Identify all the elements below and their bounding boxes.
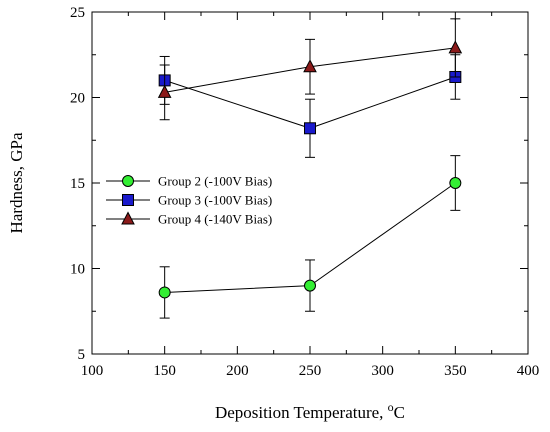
legend-marker [122, 194, 134, 206]
legend-marker [121, 211, 135, 225]
legend-item-1: Group 2 (-100V Bias) [106, 174, 272, 189]
axis-ticks: 100 150 200 250 300 350 400 5 10 15 20 25 [70, 5, 539, 379]
x-tick-label: 250 [299, 363, 322, 379]
legend-label: Group 3 (-100V Bias) [158, 193, 272, 208]
legend-item-2: Group 3 (-100V Bias) [106, 193, 272, 208]
x-tick-label: 150 [153, 363, 176, 379]
legend-marker [122, 175, 134, 187]
data-series [157, 18, 463, 319]
y-tick-label: 25 [70, 5, 85, 21]
data-point [448, 40, 463, 54]
series-1 [158, 155, 462, 319]
series-3 [157, 18, 463, 121]
data-point [157, 84, 172, 98]
x-axis-title: Deposition Temperature, oC [215, 400, 405, 422]
legend-item-3: Group 4 (-140V Bias) [106, 211, 272, 227]
legend-label: Group 2 (-100V Bias) [158, 174, 272, 189]
y-tick-label: 15 [70, 176, 85, 192]
y-tick-label: 5 [78, 347, 86, 363]
y-axis-title: Hardness, GPa [7, 132, 26, 233]
y-tick-label: 10 [70, 262, 85, 278]
x-tick-label: 400 [517, 363, 540, 379]
x-tick-label: 100 [81, 363, 104, 379]
data-point [304, 279, 316, 292]
x-tick-label: 300 [371, 363, 394, 379]
y-tick-label: 20 [70, 91, 85, 107]
data-point [158, 286, 171, 299]
data-point [303, 59, 317, 73]
legend: Group 2 (-100V Bias) Group 3 (-100V Bias)… [106, 174, 272, 227]
legend-label: Group 4 (-140V Bias) [158, 212, 272, 227]
x-tick-label: 350 [444, 363, 467, 379]
data-point [304, 122, 316, 135]
data-point [449, 177, 462, 189]
x-tick-label: 200 [226, 363, 249, 379]
